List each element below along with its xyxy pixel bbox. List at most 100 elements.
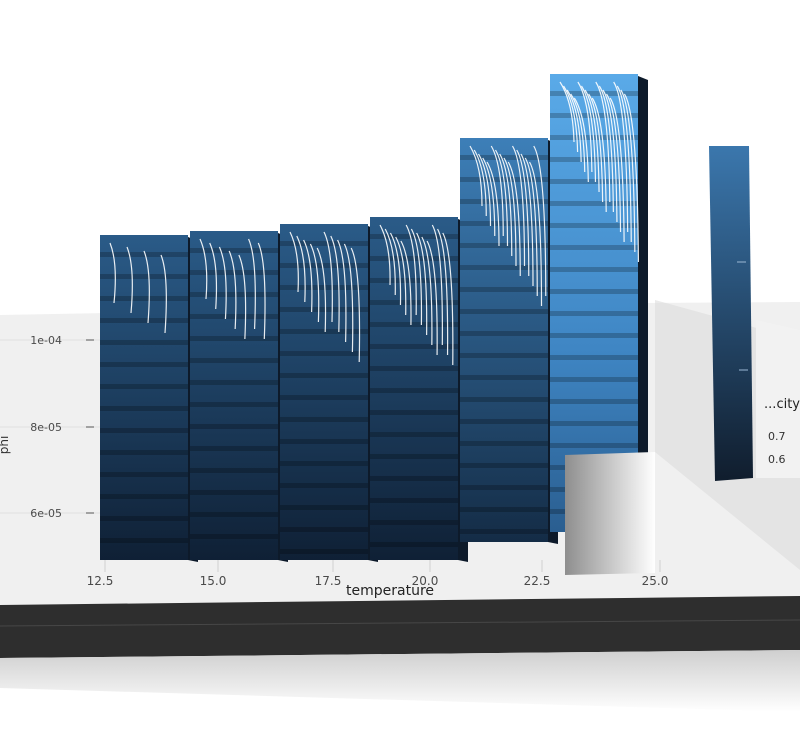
bar-band [190,446,278,451]
bar-band [100,340,188,345]
bar-band [460,375,548,380]
bar-band [460,265,548,270]
bar-0 [100,235,198,562]
bar-band [100,318,188,323]
bar-band [100,450,188,455]
bar-band [550,399,638,404]
contour-line [473,149,487,217]
bar-band [460,331,548,336]
contour-line [469,145,483,207]
contour-line [238,254,247,340]
legend-label: 0.6 [768,453,786,466]
bar-band [550,91,638,96]
bar-band [370,344,458,349]
bar-band [370,388,458,393]
bar-band [370,498,458,503]
bar-band [280,505,368,510]
contour-line [316,247,327,333]
bar-band [370,300,458,305]
y-tick-label: 1e-04 [30,334,62,347]
contour-line [395,236,407,316]
bar-band [280,483,368,488]
bar-band [460,529,548,534]
contour-line [609,97,625,243]
bar-band [100,472,188,477]
bar-band [100,384,188,389]
bar-band [460,463,548,468]
bar-band [550,201,638,206]
bar-band [280,285,368,290]
bar-band [550,311,638,316]
contour-line [620,89,636,253]
bar-band [280,307,368,312]
contour-line [389,232,402,306]
bar-band [280,527,368,532]
legend-colorbar [709,146,753,481]
bar-band [370,542,458,547]
bar-band [550,443,638,448]
contour-line [606,93,622,233]
bar-band [460,353,548,358]
contour-line [343,243,354,353]
floor-stub [565,452,655,575]
x-axis-title: temperature [346,583,434,599]
bar-band [550,421,638,426]
bar-band [190,534,278,539]
legend-label: 0.7 [768,430,786,443]
bar-band [100,428,188,433]
contour-line [442,232,454,366]
bar-band [100,538,188,543]
bar-band [460,199,548,204]
bar-band [460,419,548,424]
contour-line [559,81,575,143]
contour-line [528,161,543,307]
bar-band [370,520,458,525]
bar-band [280,549,368,554]
bar-band [550,333,638,338]
contour-line [426,240,438,356]
bar-band [370,476,458,481]
base-slab-front [0,596,800,658]
bar-band [550,267,638,272]
bar-band [460,397,548,402]
bar-band [550,223,638,228]
contour-line [591,97,607,213]
contour-line [323,231,333,323]
bar-band [100,516,188,521]
contour-line [421,236,433,346]
contour-line [143,250,150,324]
contour-line [524,157,538,297]
bar-band [100,296,188,301]
bar-band [100,252,188,257]
contour-line [437,228,449,356]
x-tick-label: 25.0 [642,574,669,588]
base-slab-shadow [0,650,800,712]
y-tick-label: 8e-05 [30,421,62,434]
contour-line [477,153,492,227]
contour-line [303,239,313,313]
bar-band [190,468,278,473]
bar-band [100,274,188,279]
contour-line [209,242,218,310]
bar-front-0 [100,235,188,560]
bar-2 [280,224,378,562]
contour-line [228,250,237,330]
bar-band [460,309,548,314]
bar-band [460,155,548,160]
contour-line [400,240,412,326]
bar-band [100,362,188,367]
contour-line [566,89,582,163]
bar-band [190,314,278,319]
bar-band [280,439,368,444]
bar-band [550,377,638,382]
contour-line [289,231,299,293]
legend-panel [756,320,800,478]
contour-line [160,254,167,334]
contour-line [431,224,443,346]
contour-line [499,153,513,257]
bar-band [370,410,458,415]
contour-line [563,85,579,153]
contour-line [573,97,589,183]
contour-line [516,149,530,277]
